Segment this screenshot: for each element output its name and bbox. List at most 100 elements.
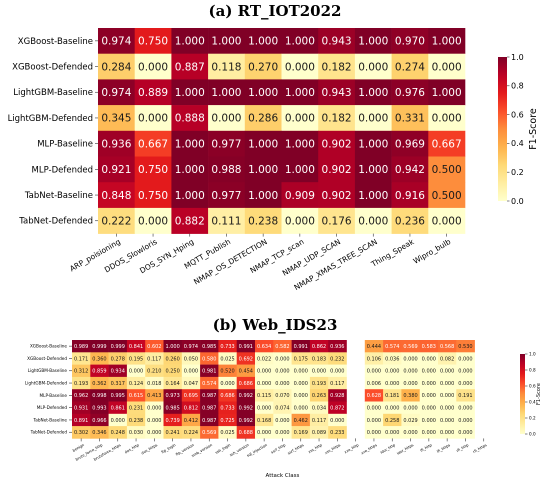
- heatmap-cell: [163, 376, 183, 390]
- heatmap-cell: [456, 426, 475, 439]
- cell-value-label: 0.191: [458, 393, 472, 399]
- heatmap-cell: [328, 401, 347, 415]
- heatmap-cell: [163, 389, 183, 402]
- cell-value-label: 0.936: [101, 138, 131, 150]
- heatmap-cell: [438, 352, 457, 365]
- colorbar-tick-label: 0.8: [529, 367, 536, 372]
- cell-value-label: 0.000: [358, 113, 388, 125]
- heatmap-cell: [255, 413, 274, 427]
- heatmap-cell: [281, 130, 319, 157]
- heatmap-cell: [383, 340, 402, 353]
- heatmap-cell: [236, 352, 256, 365]
- heatmap-cell: [318, 28, 356, 54]
- cell-value-label: 0.000: [422, 393, 436, 399]
- heatmap-cell: [145, 389, 164, 402]
- heatmap-cell: [273, 401, 292, 415]
- heatmap-cell: [273, 376, 292, 390]
- cell-value-label: 0.862: [312, 344, 326, 350]
- row-label: LightGBM-Baseline: [28, 368, 68, 373]
- cell-value-label: 0.193: [312, 381, 326, 387]
- row-label: MLP-Defended: [37, 405, 68, 410]
- heatmap-cell: [391, 105, 429, 132]
- cell-value-label: 0.413: [147, 393, 161, 399]
- heatmap-cell: [98, 53, 135, 80]
- colorbar-tick-label: 0.6: [529, 383, 536, 388]
- row-label: TabNet-Baseline: [32, 417, 67, 422]
- cell-value-label: 0.018: [147, 381, 161, 387]
- heatmap-cell: [255, 364, 274, 378]
- cell-value-label: 0.193: [74, 381, 88, 387]
- cell-value-label: 0.182: [322, 113, 352, 125]
- heatmap-cell: [273, 340, 292, 353]
- heatmap-cell: [126, 364, 146, 378]
- cell-value-label: 0.943: [322, 36, 352, 48]
- cell-value-label: 0.000: [111, 418, 125, 424]
- heatmap-cell: [401, 401, 420, 415]
- heatmap-cell: [255, 340, 274, 353]
- heatmap-cell: [401, 389, 420, 402]
- column-label: Wipro_bulb: [412, 237, 453, 266]
- heatmap-cell: [456, 340, 475, 353]
- heatmap-cell: [244, 130, 282, 157]
- cell-value-label: 0.250: [165, 369, 179, 375]
- heatmap-cell: [181, 352, 201, 365]
- heatmap-cell: [438, 376, 457, 390]
- cell-value-label: 0.000: [138, 61, 168, 73]
- heatmap-cell: [236, 426, 256, 439]
- cell-value-label: 0.686: [220, 393, 234, 399]
- heatmap-cell: [90, 340, 109, 353]
- colorbar-label: F1-Score: [528, 108, 539, 150]
- cell-value-label: 0.089: [312, 430, 326, 436]
- cell-value-label: 0.848: [101, 190, 131, 202]
- heatmap-cell: [419, 413, 439, 427]
- heatmap-cell: [354, 182, 392, 209]
- cell-value-label: 0.168: [257, 418, 271, 424]
- heatmap-cell: [419, 364, 439, 378]
- heatmap-cell: [354, 105, 392, 132]
- heatmap-cell: [401, 426, 420, 439]
- heatmap-cell: [134, 130, 172, 157]
- cell-value-label: 0.000: [330, 369, 344, 375]
- heatmap-cell: [72, 389, 91, 402]
- cell-value-label: 0.970: [395, 36, 425, 48]
- cell-value-label: 0.117: [330, 381, 344, 387]
- heatmap-cell: [428, 156, 466, 183]
- heatmap-cell: [391, 207, 429, 234]
- cell-value-label: 0.000: [458, 381, 472, 387]
- cell-value-label: 1.000: [175, 87, 205, 99]
- heatmap-cell: [456, 389, 475, 402]
- cell-value-label: 0.000: [403, 430, 417, 436]
- heatmap-cell: [281, 182, 319, 209]
- heatmap-cell: [328, 364, 347, 378]
- cell-value-label: 0.274: [395, 61, 425, 73]
- cell-value-label: 0.034: [312, 405, 326, 411]
- colorbar: [498, 57, 507, 201]
- cell-value-label: 0.000: [220, 381, 234, 387]
- heatmap-cell: [281, 156, 319, 183]
- cell-value-label: 0.889: [138, 87, 168, 99]
- cell-value-label: 0.047: [184, 381, 198, 387]
- cell-value-label: 0.000: [275, 430, 289, 436]
- heatmap-cell: [200, 401, 219, 415]
- cell-value-label: 0.000: [458, 418, 472, 424]
- heatmap-cell: [255, 389, 274, 402]
- cell-value-label: 0.942: [395, 164, 425, 176]
- x-axis-label: Attack Class: [266, 473, 300, 479]
- cell-value-label: 0.583: [422, 344, 436, 350]
- heatmap-cell: [383, 413, 402, 427]
- heatmap-cell: [364, 413, 384, 427]
- heatmap-cell: [163, 352, 183, 365]
- cell-value-label: 0.000: [367, 369, 381, 375]
- heatmap-cell: [72, 401, 91, 415]
- cell-value-label: 0.278: [111, 356, 125, 362]
- cell-value-label: 1.000: [285, 138, 315, 150]
- column-label: ssrf_http: [270, 443, 286, 455]
- cell-value-label: 0.000: [440, 393, 454, 399]
- heatmap-cell: [438, 413, 457, 427]
- heatmap-cell: [354, 156, 392, 183]
- heatmap-cell: [419, 376, 439, 390]
- row-label: XGBoost-Defended: [27, 356, 67, 361]
- heatmap-cell: [200, 340, 219, 353]
- cell-value-label: 0.182: [322, 61, 352, 73]
- cell-value-label: 0.000: [422, 405, 436, 411]
